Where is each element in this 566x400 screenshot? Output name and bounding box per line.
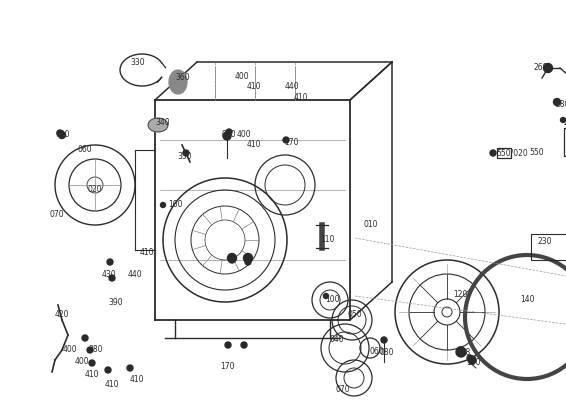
Text: 400: 400 — [235, 72, 250, 81]
Text: 060: 060 — [78, 145, 93, 154]
Circle shape — [226, 129, 232, 135]
Text: 020: 020 — [88, 185, 102, 194]
Text: 440: 440 — [285, 82, 299, 91]
Circle shape — [127, 365, 133, 371]
Text: 390: 390 — [108, 298, 123, 307]
Text: 340: 340 — [155, 118, 170, 127]
Circle shape — [243, 254, 252, 262]
Text: 410: 410 — [247, 140, 261, 149]
Text: 330: 330 — [130, 58, 145, 67]
Circle shape — [241, 342, 247, 348]
Text: 090: 090 — [222, 130, 237, 139]
Polygon shape — [169, 70, 187, 94]
Circle shape — [223, 132, 231, 140]
Text: 290: 290 — [563, 118, 566, 127]
Circle shape — [283, 137, 289, 143]
Circle shape — [554, 98, 560, 106]
Circle shape — [228, 254, 237, 262]
Text: 060: 060 — [369, 347, 384, 356]
Text: 410: 410 — [85, 370, 100, 379]
Circle shape — [161, 202, 165, 208]
Text: 100: 100 — [168, 200, 182, 209]
Circle shape — [457, 347, 463, 353]
Circle shape — [87, 347, 93, 353]
Circle shape — [107, 259, 113, 265]
Bar — [497, 148, 511, 158]
Text: 140: 140 — [520, 295, 534, 304]
Circle shape — [183, 150, 189, 156]
Circle shape — [543, 64, 552, 72]
Circle shape — [225, 342, 231, 348]
Text: 410: 410 — [105, 380, 119, 389]
Circle shape — [245, 259, 251, 265]
Text: 070: 070 — [335, 385, 350, 394]
Circle shape — [58, 132, 66, 138]
Text: 350: 350 — [177, 152, 192, 161]
Circle shape — [381, 337, 387, 343]
Text: 128: 128 — [456, 348, 470, 357]
Text: 130: 130 — [466, 358, 481, 367]
Polygon shape — [148, 118, 168, 132]
Text: 420: 420 — [55, 310, 70, 319]
Text: 400: 400 — [237, 130, 252, 139]
Text: 110: 110 — [320, 235, 335, 244]
Bar — [564, 128, 566, 156]
Text: 550: 550 — [529, 148, 543, 157]
Text: 170: 170 — [220, 362, 234, 371]
Text: 410: 410 — [130, 375, 144, 384]
Text: 280: 280 — [556, 100, 566, 109]
Text: 410: 410 — [294, 93, 308, 102]
Circle shape — [467, 355, 473, 361]
Text: 440: 440 — [128, 270, 143, 279]
Circle shape — [229, 257, 235, 263]
Circle shape — [468, 356, 476, 364]
Circle shape — [89, 360, 95, 366]
Text: 430: 430 — [102, 270, 117, 279]
Bar — [531, 234, 566, 260]
Text: 080: 080 — [380, 348, 395, 357]
Text: 360: 360 — [175, 73, 190, 82]
Circle shape — [560, 118, 565, 122]
Circle shape — [57, 130, 63, 136]
Text: 170: 170 — [284, 138, 298, 147]
Circle shape — [105, 367, 111, 373]
Text: 380: 380 — [88, 345, 102, 354]
Circle shape — [324, 294, 328, 298]
Circle shape — [109, 275, 115, 281]
Text: 050: 050 — [348, 310, 363, 319]
Text: 070: 070 — [50, 210, 65, 219]
Text: 120: 120 — [453, 290, 468, 299]
Circle shape — [490, 150, 496, 156]
Circle shape — [82, 335, 88, 341]
Text: 550/020: 550/020 — [496, 148, 528, 157]
Text: 410: 410 — [140, 248, 155, 257]
Text: 010: 010 — [363, 220, 378, 229]
Text: 400: 400 — [63, 345, 78, 354]
Text: 400: 400 — [75, 357, 89, 366]
Text: 100: 100 — [325, 295, 340, 304]
Text: 410: 410 — [247, 82, 261, 91]
Text: 260: 260 — [533, 63, 547, 72]
Text: 080: 080 — [55, 130, 70, 139]
Text: 040: 040 — [330, 335, 345, 344]
Circle shape — [456, 347, 466, 357]
Text: 230: 230 — [538, 237, 552, 246]
